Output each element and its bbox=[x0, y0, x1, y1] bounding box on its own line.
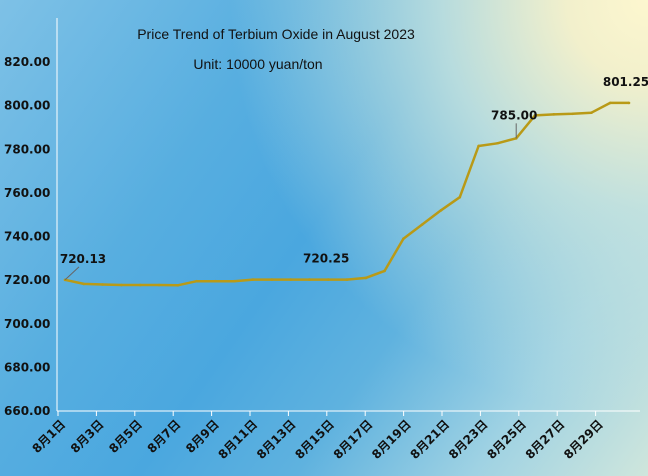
chart-subtitle: Unit: 10000 yuan/ton bbox=[193, 56, 322, 72]
data-point bbox=[571, 112, 574, 116]
data-point bbox=[251, 278, 255, 281]
y-tick-label: 800.00 bbox=[4, 99, 50, 113]
y-tick-label: 680.00 bbox=[4, 360, 50, 374]
x-tick-label: 8月27日 bbox=[523, 417, 568, 462]
x-tick-label: 8月3日 bbox=[68, 417, 107, 456]
data-point bbox=[608, 101, 612, 105]
data-label: 785.00 bbox=[491, 108, 537, 122]
x-tick-label: 8月1日 bbox=[29, 417, 68, 456]
data-label: 720.25 bbox=[303, 252, 349, 266]
data-point bbox=[402, 237, 405, 240]
y-tick-label: 820.00 bbox=[4, 55, 50, 69]
data-point bbox=[270, 278, 274, 281]
y-tick-label: 740.00 bbox=[4, 230, 50, 244]
x-tick-label: 8月29日 bbox=[561, 417, 606, 462]
x-tick-label: 8月7日 bbox=[145, 417, 184, 456]
data-point bbox=[157, 283, 161, 287]
data-point bbox=[364, 276, 368, 280]
data-point bbox=[101, 283, 104, 286]
data-point bbox=[627, 101, 631, 105]
y-tick-label: 780.00 bbox=[4, 142, 50, 156]
x-tick-label: 8月17日 bbox=[331, 417, 376, 462]
data-point bbox=[345, 278, 349, 281]
data-point bbox=[590, 111, 593, 115]
x-axis-ticks: 8月1日 8月3日 8月5日 8月7日 8月9日8月11日8月13日8月15日8月17日… bbox=[29, 411, 606, 462]
data-point bbox=[383, 269, 386, 273]
data-point bbox=[439, 209, 443, 212]
chart-title: Price Trend of Terbium Oxide in August 2… bbox=[137, 26, 415, 42]
x-tick-label: 8月13日 bbox=[254, 417, 299, 462]
axes bbox=[56, 18, 640, 412]
data-point bbox=[308, 278, 311, 281]
y-axis-ticks: 660.00 680.00 700.00 720.00 740.00 760.00 780.… bbox=[4, 55, 50, 418]
data-point bbox=[458, 195, 462, 199]
data-point bbox=[552, 113, 556, 116]
data-label: 801.25 bbox=[603, 75, 648, 89]
y-tick-label: 760.00 bbox=[4, 186, 50, 200]
data-point bbox=[214, 279, 217, 283]
data-point bbox=[496, 141, 499, 145]
x-tick-label: 8月15日 bbox=[292, 417, 337, 462]
data-labels: 720.13 720.25 785.00 801.25 bbox=[60, 75, 648, 281]
data-point bbox=[477, 144, 480, 148]
data-point bbox=[533, 114, 537, 117]
data-point bbox=[326, 278, 330, 281]
x-tick-label: 8月21日 bbox=[408, 417, 453, 462]
x-tick-label: 8月5日 bbox=[106, 417, 145, 456]
data-point bbox=[176, 283, 180, 287]
data-point bbox=[420, 223, 424, 226]
data-point bbox=[120, 283, 123, 287]
x-tick-label: 8月25日 bbox=[484, 417, 529, 462]
y-tick-label: 720.00 bbox=[4, 273, 50, 287]
y-tick-label: 660.00 bbox=[4, 404, 50, 418]
data-point bbox=[232, 279, 236, 283]
x-tick-label: 8月9日 bbox=[183, 417, 222, 456]
data-point bbox=[138, 283, 142, 287]
label-leader-line bbox=[64, 266, 80, 281]
data-point bbox=[289, 278, 292, 281]
x-tick-label: 8月11日 bbox=[216, 417, 261, 462]
y-tick-label: 700.00 bbox=[4, 317, 50, 331]
data-point bbox=[195, 279, 198, 283]
x-tick-label: 8月23日 bbox=[446, 417, 491, 462]
x-tick-label: 8月19日 bbox=[369, 417, 414, 462]
series-group bbox=[63, 101, 631, 287]
data-point bbox=[82, 282, 86, 286]
data-label: 720.13 bbox=[60, 252, 106, 266]
